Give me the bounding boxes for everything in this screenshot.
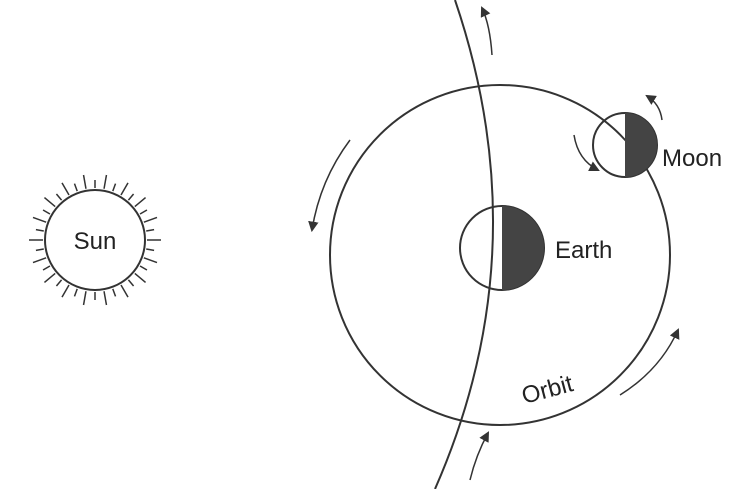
sun-ray [134,197,147,208]
sun-ray [55,279,63,287]
sun-ray [43,197,56,208]
arrows [308,6,680,481]
earth: Earth [459,205,612,291]
sun-ray [73,183,78,192]
sun-ray [120,182,129,196]
sun-ray [35,228,44,232]
sun-ray [103,174,108,189]
sun-ray [134,272,147,283]
sun-ray [82,174,87,189]
sun-ray [82,291,87,306]
sun-ray [61,182,70,196]
sun-ray [143,216,158,223]
sun-ray [146,228,155,232]
sun-ray [139,265,148,271]
sun-ray [112,183,117,192]
sun-ray [139,209,148,215]
sun: Sun [29,174,161,306]
sun-label: Sun [74,228,117,255]
sun-ray [112,288,117,297]
sun-ray [73,288,78,297]
sun-ray [146,248,155,252]
sun-ray [42,265,51,271]
orbit-label: Orbit [519,370,577,410]
sun-ray [103,291,108,306]
sun-ray [120,284,129,298]
sun-ray [127,193,135,201]
sun-ray [42,209,51,215]
sun-ray [32,216,47,223]
orbit [329,84,671,426]
sun-ray [43,272,56,283]
sun-ray [35,248,44,252]
moon: Moon [592,112,722,178]
path-line [434,0,494,489]
earth-label: Earth [555,237,612,264]
sun-ray [55,193,63,201]
sun-ray [32,257,47,264]
sun-ray [127,279,135,287]
sun-ray [143,257,158,264]
moon-label: Moon [662,145,722,172]
sun-ray [61,284,70,298]
